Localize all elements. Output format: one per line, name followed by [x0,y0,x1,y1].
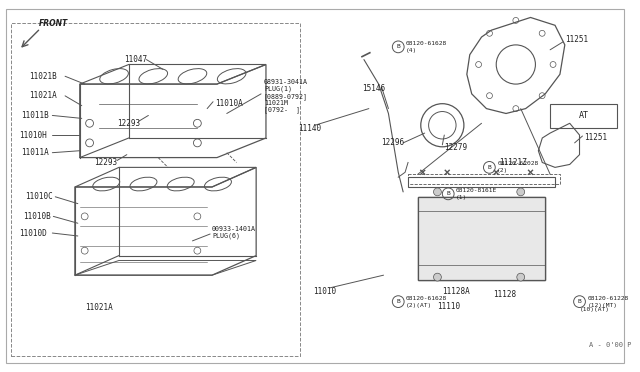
Polygon shape [418,197,545,280]
Text: 11251: 11251 [565,35,588,45]
Text: B: B [446,191,450,196]
Text: 08120-62028: 08120-62028 [497,161,538,166]
Text: 12279: 12279 [444,143,467,152]
Text: (4): (4) [406,48,417,53]
Text: 11251: 11251 [584,134,607,142]
Text: [0792-  ]: [0792- ] [264,106,300,113]
Text: (2)(AT): (2)(AT) [406,302,433,308]
Text: B: B [578,299,581,304]
Circle shape [517,188,525,196]
Circle shape [517,273,525,281]
Text: 11128A: 11128A [442,287,470,296]
Text: 11121Z: 11121Z [499,158,527,167]
Circle shape [433,188,442,196]
Text: PLUG(1): PLUG(1) [264,86,292,93]
Polygon shape [6,9,623,363]
Text: (10)(AT): (10)(AT) [579,307,609,312]
Text: 11010C: 11010C [25,192,52,201]
Text: PLUG(6): PLUG(6) [212,233,240,240]
Text: 11021A: 11021A [29,92,56,100]
Text: [0889-0792]: [0889-0792] [264,93,308,100]
Text: 11010B: 11010B [23,212,51,221]
Text: 11140: 11140 [298,124,321,133]
Text: (12)(MT): (12)(MT) [588,302,618,308]
Text: (1): (1) [456,195,467,200]
Text: 12293: 12293 [117,119,140,128]
Text: B: B [396,44,400,49]
Circle shape [433,273,442,281]
Text: A - 0'00 P: A - 0'00 P [589,342,632,348]
Text: 08120-61628: 08120-61628 [406,41,447,46]
Text: 11011B: 11011B [21,111,49,120]
Text: 08931-3041A: 08931-3041A [264,79,308,85]
Text: FRONT: FRONT [38,19,68,28]
Text: 12293: 12293 [95,158,118,167]
Text: 11010A: 11010A [215,99,243,108]
Text: 11128: 11128 [493,290,516,299]
Text: 00933-1401A: 00933-1401A [212,226,256,232]
Text: (2): (2) [497,168,508,173]
Polygon shape [418,197,545,280]
Text: 11021A: 11021A [84,303,113,312]
Text: 11010: 11010 [313,287,336,296]
Text: 11021M: 11021M [264,100,288,106]
Text: 11047: 11047 [124,55,147,64]
Text: AT: AT [579,111,588,120]
Text: B: B [396,299,400,304]
Text: 15146: 15146 [362,84,385,93]
Text: 11021B: 11021B [29,72,56,81]
Text: 12296: 12296 [381,138,404,147]
Bar [550,104,617,128]
Text: 08120-61628: 08120-61628 [406,296,447,301]
Text: 08120-61228: 08120-61228 [588,296,628,301]
Text: 08120-8161E: 08120-8161E [456,188,497,193]
Text: B: B [488,165,492,170]
Text: 11011A: 11011A [21,148,49,157]
Text: 11110: 11110 [437,302,461,311]
Text: 11010H: 11010H [19,131,47,140]
Text: 11010D: 11010D [19,228,47,238]
